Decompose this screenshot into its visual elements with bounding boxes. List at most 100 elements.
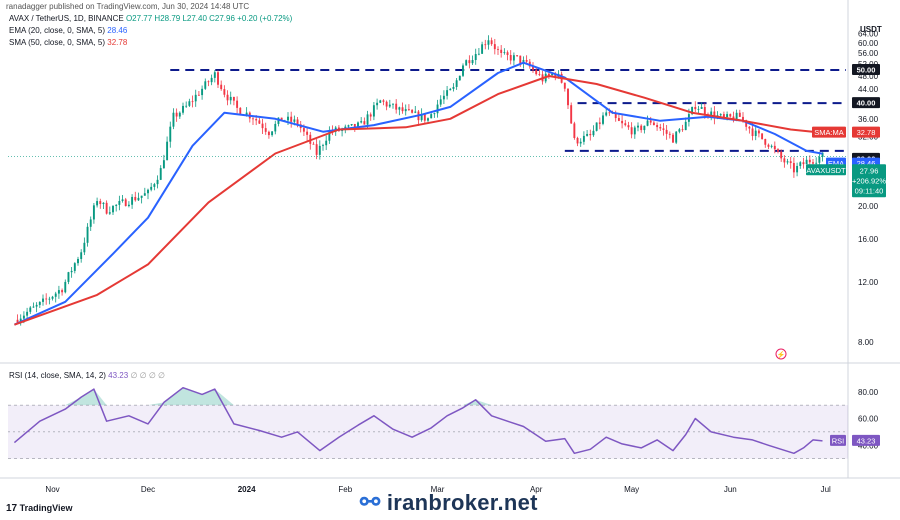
candle-body — [452, 86, 455, 89]
candle-body — [506, 52, 509, 56]
candle-body — [369, 114, 372, 117]
candle-body — [223, 89, 226, 95]
candle-body — [684, 121, 687, 131]
candle-body — [328, 130, 331, 141]
candle-body — [576, 137, 579, 144]
price-tick-label: 16.00 — [858, 235, 879, 244]
candle-body — [350, 124, 353, 126]
rsi-value-badge-bg — [852, 434, 880, 446]
candle-body — [694, 106, 697, 110]
time-tick-label: 2024 — [238, 485, 256, 494]
watermark: ⚯ iranbroker.net — [360, 488, 538, 517]
candle-body — [735, 112, 738, 121]
sma-legend[interactable]: SMA (50, close, 0, SMA, 5) 32.78 — [9, 38, 127, 47]
rsi-tag-badge-bg — [830, 434, 846, 446]
candle-body — [719, 114, 722, 116]
candle-body — [500, 49, 503, 53]
candle-body — [815, 162, 818, 164]
candle-body — [169, 126, 172, 142]
bar-countdown: 09:11:40 — [855, 186, 884, 195]
lightning-icon[interactable] — [775, 348, 787, 360]
candle-body — [672, 134, 674, 143]
price-tick-label: 36.00 — [858, 115, 879, 124]
price-tick-label: 60.00 — [858, 39, 879, 48]
candle-body — [226, 94, 229, 101]
candle-body — [366, 114, 369, 125]
ema-legend-value: 28.46 — [107, 26, 128, 35]
candle-body — [640, 125, 643, 131]
candle-body — [595, 122, 598, 131]
candle-body — [112, 205, 114, 213]
candle-body — [229, 96, 232, 101]
candle-body — [700, 107, 703, 109]
candle-body — [220, 84, 223, 90]
last-price-value: 27.96 — [860, 166, 879, 175]
candle-body — [353, 124, 356, 128]
candle-body — [761, 133, 764, 140]
rsi-legend-extra: ∅ ∅ ∅ ∅ — [130, 371, 165, 380]
candle-body — [379, 100, 382, 103]
candle-body — [280, 117, 283, 121]
candle-body — [134, 196, 137, 201]
candle-body — [503, 52, 506, 54]
candle-body — [188, 101, 191, 106]
rsi-tick-label: 60.00 — [858, 415, 879, 424]
symbol-legend[interactable]: AVAX / TetherUS, 1D, BINANCE O27.77 H28.… — [9, 14, 292, 23]
rsi-value-badge: 43.23 — [857, 436, 876, 445]
candle-body — [54, 293, 57, 297]
candle-body — [516, 55, 519, 57]
candle-body — [668, 133, 671, 135]
candle-body — [656, 125, 659, 128]
candle-body — [579, 141, 582, 144]
sma-value-badge-bg — [852, 126, 880, 138]
watermark-text: iranbroker.net — [386, 490, 538, 515]
candle-body — [118, 200, 121, 205]
ema-tag-badge: EMA — [828, 159, 844, 168]
candle-body — [742, 116, 744, 121]
rsi-legend[interactable]: RSI (14, close, SMA, 14, 2) 43.23 ∅ ∅ ∅ … — [9, 371, 165, 380]
candle-body — [799, 162, 802, 166]
candle-body — [217, 72, 219, 85]
candle-body — [570, 105, 573, 124]
candle-body — [210, 77, 213, 83]
candle-body — [73, 263, 76, 271]
candle-body — [649, 120, 652, 123]
candle-body — [532, 66, 534, 70]
candle-body — [713, 111, 716, 119]
candle-body — [446, 90, 449, 96]
candle-body — [773, 145, 776, 150]
candle-body — [147, 189, 149, 194]
candle-body — [474, 54, 477, 61]
candle-body — [697, 108, 700, 110]
candle-body — [602, 115, 604, 124]
candle-body — [398, 107, 401, 110]
candle-body — [805, 159, 808, 165]
candle-body — [182, 105, 184, 113]
ema-legend[interactable]: EMA (20, close, 0, SMA, 5) 28.46 — [9, 26, 127, 35]
candle-body — [70, 270, 73, 273]
candle-body — [608, 112, 611, 114]
candle-body — [458, 75, 461, 81]
level-40-badge-bg — [852, 97, 880, 109]
candle-body — [614, 113, 617, 119]
lightning-icon-glyph: ⚡ — [777, 350, 786, 359]
candle-body — [484, 44, 487, 46]
candle-body — [277, 117, 280, 124]
tv-logo-text: TradingView — [19, 503, 73, 513]
candle-body — [64, 281, 67, 293]
candle-body — [525, 60, 528, 62]
candle-body — [194, 94, 197, 102]
candle-body — [573, 123, 576, 138]
candle-body — [751, 128, 754, 137]
candle-body — [726, 114, 729, 118]
time-tick-label: Dec — [141, 485, 155, 494]
candle-body — [802, 162, 805, 165]
rsi-overbought-fill — [14, 387, 823, 406]
time-tick-label: Nov — [45, 485, 59, 494]
candle-body — [108, 212, 111, 214]
sma-value-badge: 32.78 — [857, 128, 876, 137]
candle-body — [239, 107, 242, 115]
price-tick-label: 48.00 — [858, 72, 879, 81]
tradingview-logo[interactable]: 17 TradingView — [6, 503, 73, 514]
